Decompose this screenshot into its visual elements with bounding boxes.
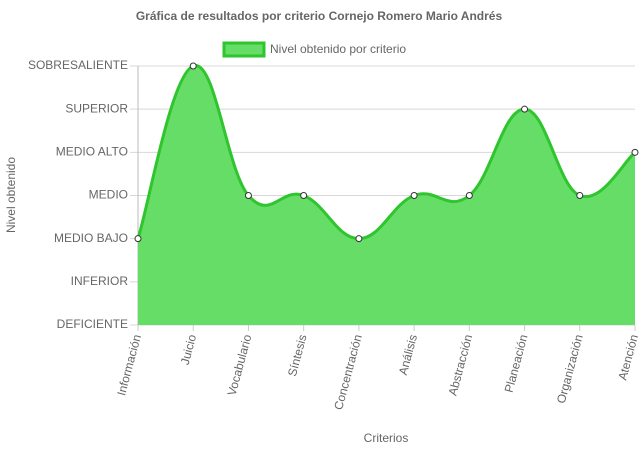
x-tick-label: Información [114, 333, 144, 397]
y-axis-title: Nivel obtenido [4, 157, 18, 233]
point [631, 148, 639, 156]
x-axis-title: Criterios [364, 431, 409, 445]
point [355, 235, 363, 243]
x-tick-label: Atención [615, 333, 639, 382]
y-tick-label: INFERIOR [71, 274, 129, 288]
point [410, 192, 418, 199]
y-tick-label: MEDIO BAJO [54, 231, 128, 245]
point [189, 62, 197, 70]
y-tick-label: MEDIO ALTO [56, 145, 128, 159]
x-tick-label: Concentración [331, 333, 365, 411]
point [244, 192, 252, 199]
x-tick-label: Síntesis [285, 333, 310, 378]
x-tick-label: Abstracción [446, 333, 476, 397]
y-tick-label: MEDIO [89, 188, 128, 202]
x-tick-label: Juicio [178, 333, 200, 367]
x-tick-label: Organización [554, 333, 586, 405]
x-tick-label: Planeación [502, 333, 531, 394]
x-tick-label: Vocabulario [225, 333, 255, 398]
legend-label: Nivel obtenido por criterio [270, 42, 406, 56]
point [521, 105, 529, 113]
point [465, 192, 473, 199]
y-tick-label: SOBRESALIENTE [28, 58, 128, 72]
point [576, 192, 584, 199]
line [136, 64, 637, 241]
point [134, 235, 142, 243]
y-tick-label: SUPERIOR [65, 101, 128, 115]
legend-swatch [222, 41, 266, 58]
point [300, 192, 308, 199]
chart-title: Gráfica de resultados por criterio Corne… [136, 9, 503, 23]
y-tick-label: DEFICIENTE [57, 317, 128, 331]
x-tick-label: Análisis [396, 333, 420, 377]
area [138, 65, 635, 326]
